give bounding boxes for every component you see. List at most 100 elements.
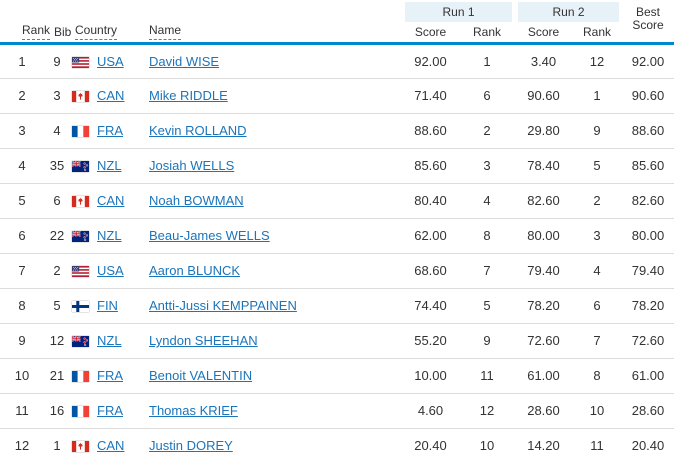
country-cell: NZL: [70, 322, 148, 358]
bib-cell: 16: [44, 392, 70, 428]
run1-score-cell: 20.40: [402, 427, 459, 463]
run2-score-cell: 79.40: [515, 252, 572, 288]
country-link[interactable]: CAN: [97, 438, 125, 454]
country-link[interactable]: USA: [97, 263, 124, 278]
athlete-name-link[interactable]: David WISE: [149, 53, 220, 69]
country-cell: FRA: [70, 392, 148, 428]
run1-score-cell: 68.60: [402, 252, 459, 288]
country-link[interactable]: NZL: [97, 158, 122, 173]
run2-score-cell: 61.00: [515, 357, 572, 393]
run2-rank-cell: 2: [572, 182, 622, 218]
best-score-label-line1: Best: [635, 5, 660, 20]
run2-score-cell: 78.40: [515, 147, 572, 183]
name-cell: David WISE: [148, 43, 402, 78]
run1-rank-cell: 6: [459, 77, 515, 113]
athlete-name-link[interactable]: Josiah WELLS: [149, 158, 235, 173]
bib-cell: 6: [44, 182, 70, 218]
rank-cell: 3: [0, 112, 44, 148]
country-cell: USA: [70, 43, 148, 78]
run2-score-cell: 14.20: [515, 427, 572, 463]
rank-column-label[interactable]: Rank: [22, 23, 51, 41]
country-link[interactable]: FRA: [97, 403, 123, 418]
run1-rank-cell: 7: [459, 252, 515, 288]
run2-rank-cell: 11: [572, 427, 622, 463]
athlete-name-link[interactable]: Thomas KRIEF: [149, 403, 238, 418]
run1-group-label: Run 1: [405, 2, 512, 22]
athlete-name-link[interactable]: Justin DOREY: [149, 438, 233, 454]
run2-score-cell: 90.60: [515, 77, 572, 113]
group-header-row: Run 1 Run 2 Best Score: [0, 0, 674, 45]
table-row: 7 2 USA Aaron BLUNCK 68.60 7 79.40 4 79.40: [0, 252, 674, 288]
athlete-name-link[interactable]: Noah BOWMAN: [149, 193, 244, 208]
run2-score-cell: 82.60: [515, 182, 572, 218]
country-column-label[interactable]: Country: [75, 23, 118, 41]
athlete-name-link[interactable]: Aaron BLUNCK: [149, 263, 241, 278]
country-link[interactable]: USA: [97, 53, 124, 69]
country-link[interactable]: CAN: [97, 88, 125, 103]
rank-cell: 12: [0, 427, 44, 463]
athlete-name-link[interactable]: Mike RIDDLE: [149, 88, 228, 103]
country-column-header[interactable]: Country: [70, 22, 148, 45]
run1-rank-cell: 3: [459, 147, 515, 183]
best-score-cell: 92.00: [631, 53, 665, 69]
rank-cell: 2: [0, 77, 44, 113]
best-score-cell: 78.20: [622, 287, 674, 323]
rank-cell: 4: [0, 147, 44, 183]
rank-cell: 6: [0, 217, 44, 253]
name-cell: Josiah WELLS: [148, 147, 402, 183]
run1-rank-cell: 2: [459, 112, 515, 148]
run1-rank-cell: 11: [459, 357, 515, 393]
run1-score-cell: 85.60: [402, 147, 459, 183]
athlete-name-link[interactable]: Lyndon SHEEHAN: [149, 333, 258, 348]
run2-rank-column-header: Rank: [572, 22, 622, 45]
run2-rank-cell: 4: [572, 252, 622, 288]
run1-rank-column-header: Rank: [459, 22, 515, 45]
run1-group-header: Run 1: [402, 0, 515, 22]
table-row: 2 3 CAN Mike RIDDLE 71.40 6 90.60 1 90.60: [0, 77, 674, 113]
results-table-body: 1 9 USA David WISE 92.00 1 3.40 12 92.00 2 3 CAN Mik…: [0, 43, 674, 463]
run1-score-cell: 55.20: [402, 322, 459, 358]
bib-cell: 1: [44, 427, 70, 463]
table-row: 10 21 FRA Benoit VALENTIN 10.00 11 61.00 8 61.00: [0, 357, 674, 393]
country-cell: USA: [70, 252, 148, 288]
rank-cell: 10: [0, 357, 44, 393]
name-column-header[interactable]: Name: [148, 22, 402, 45]
flag-can-icon: [72, 196, 89, 208]
run1-score-column-header: Score: [402, 22, 459, 45]
run1-score-cell: 80.40: [402, 182, 459, 218]
bib-cell: 12: [44, 322, 70, 358]
name-cell: Mike RIDDLE: [148, 77, 402, 113]
rank-column-header[interactable]: Rank: [0, 22, 51, 45]
rank-cell: 11: [0, 392, 44, 428]
run2-rank-cell: 12: [589, 53, 605, 69]
country-link[interactable]: FIN: [97, 298, 118, 313]
column-header-row: Rank Bib Country Name Score Rank Score R…: [0, 22, 674, 45]
country-link[interactable]: FRA: [97, 123, 123, 138]
athlete-name-link[interactable]: Benoit VALENTIN: [149, 368, 253, 383]
athlete-name-link[interactable]: Kevin ROLLAND: [149, 123, 247, 138]
country-cell: FRA: [70, 357, 148, 393]
country-link[interactable]: FRA: [97, 368, 123, 383]
country-cell: FRA: [70, 112, 148, 148]
rank-cell: 8: [0, 287, 44, 323]
table-row: 9 12 NZL Lyndon SHEEHAN 55.20 9 72.60 7 72.60: [0, 322, 674, 358]
run2-rank-cell: 10: [572, 392, 622, 428]
athlete-name-link[interactable]: Antti-Jussi KEMPPAINEN: [149, 298, 297, 313]
run1-score-cell: 10.00: [402, 357, 459, 393]
table-row: 11 16 FRA Thomas KRIEF 4.60 12 28.60 10 28.60: [0, 392, 674, 428]
name-column-label[interactable]: Name: [149, 23, 182, 41]
run2-rank-cell: 1: [572, 77, 622, 113]
table-row: 6 22 NZL Beau-James WELLS 62.00 8 80.00 3 80.00: [0, 217, 674, 253]
country-link[interactable]: NZL: [97, 333, 122, 348]
athlete-name-link[interactable]: Beau-James WELLS: [149, 228, 270, 243]
best-score-label-line2: Score: [632, 18, 664, 33]
country-link[interactable]: NZL: [97, 228, 122, 243]
bib-cell: 21: [44, 357, 70, 393]
country-link[interactable]: CAN: [97, 193, 125, 208]
table-row: 5 6 CAN Noah BOWMAN 80.40 4 82.60 2 82.60: [0, 182, 674, 218]
run1-rank-cell: 8: [459, 217, 515, 253]
bib-cell: 22: [44, 217, 70, 253]
bib-cell: 9: [53, 53, 61, 69]
